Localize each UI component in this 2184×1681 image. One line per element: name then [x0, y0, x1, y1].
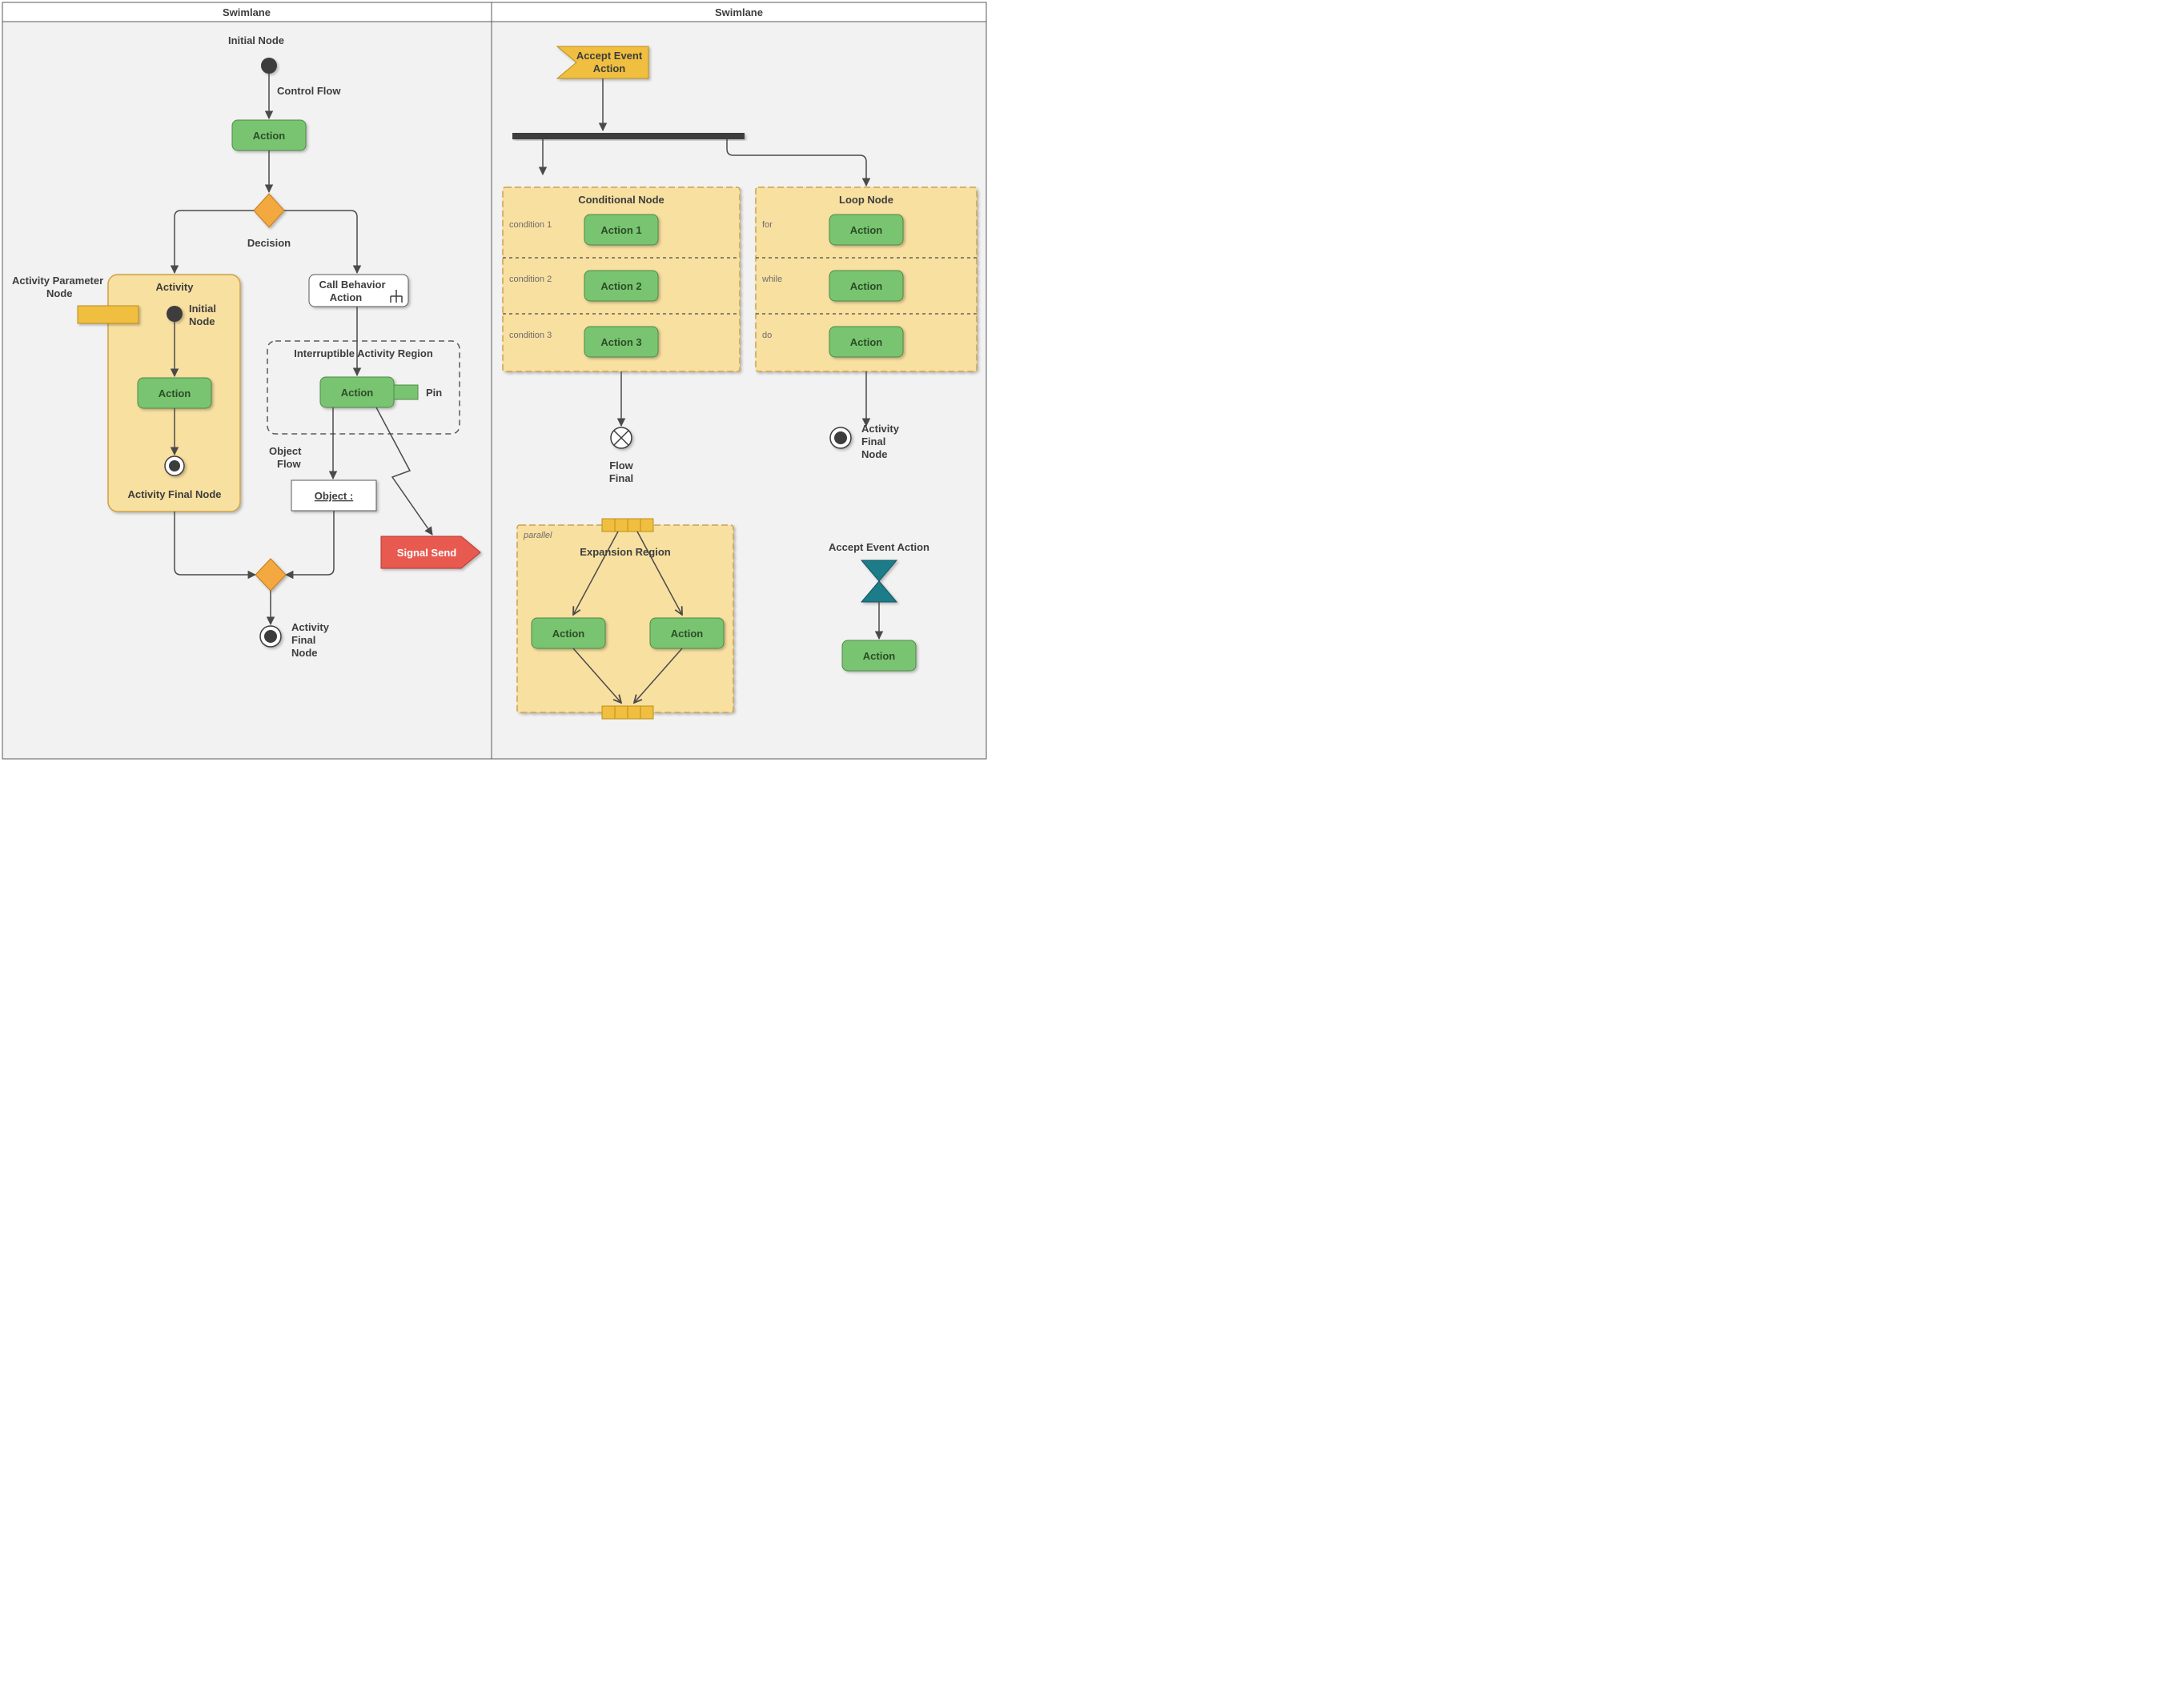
expansion-mode: parallel [523, 531, 552, 540]
activity-inner-action-text: Action [159, 387, 191, 399]
loop3-label: do [762, 331, 772, 340]
call-behavior-text1: Call Behavior [319, 279, 385, 291]
cond1-action-text: Action 1 [600, 224, 641, 236]
activity-param-label-1: Activity Parameter [12, 275, 103, 287]
activity-initial-label2: Node [189, 315, 215, 327]
object-flow-label1: Object [269, 445, 302, 457]
call-behavior-text2: Action [330, 291, 363, 303]
loop1-action-text: Action [850, 224, 883, 236]
action-top-text: Action [253, 130, 286, 142]
decision-label: Decision [247, 237, 291, 249]
flow-final-label1: Flow [609, 459, 633, 471]
object-node-text: Object : [315, 490, 353, 502]
call-behavior-action: Call Behavior Action [309, 275, 408, 307]
object-flow-label2: Flow [277, 458, 301, 470]
accept-time-action-text: Action [863, 650, 896, 662]
pin [394, 385, 418, 399]
cond2-label: condition 2 [509, 275, 552, 284]
activity-final-label2: Final [291, 634, 315, 646]
loop2-action-text: Action [850, 280, 883, 292]
activity-diagram: Swimlane Swimlane Initial Node Control F… [0, 0, 989, 761]
initial-node [261, 58, 277, 74]
accept-time-label: Accept Event Action [829, 541, 929, 553]
loop3-action-text: Action [850, 336, 883, 348]
activity-inner-final-label: Activity Final Node [127, 488, 221, 500]
control-flow-label: Control Flow [277, 85, 341, 97]
interruptible-region-label: Interruptible Activity Region [294, 347, 433, 359]
accept-event-text1: Accept Event [576, 50, 643, 62]
loop-node: Loop Node for Action while Action do Act… [756, 187, 977, 371]
cond2-action-text: Action 2 [600, 280, 641, 292]
activity-initial-node [167, 306, 183, 322]
activity-final-label3: Node [291, 647, 318, 659]
loop2-label: while [761, 275, 782, 284]
activity-final-r-label1: Activity [861, 423, 900, 435]
expansion-action-right-text: Action [671, 628, 704, 640]
activity-region-title: Activity [156, 281, 195, 293]
accept-event-text2: Action [593, 62, 626, 74]
activity-final-r-label2: Final [861, 435, 885, 447]
activity-final-label1: Activity [291, 621, 330, 633]
interruptible-action-text: Action [341, 387, 374, 399]
cond1-label: condition 1 [509, 220, 552, 230]
signal-send-text: Signal Send [397, 547, 456, 559]
loop-title: Loop Node [839, 194, 893, 206]
swimlane-right-title: Swimlane [715, 6, 763, 18]
expansion-title: Expansion Region [580, 546, 670, 558]
flow-final-node [611, 427, 632, 448]
activity-final-r-label3: Node [861, 448, 888, 460]
activity-inner-final [165, 456, 184, 475]
cond3-label: condition 3 [509, 331, 552, 340]
cond3-action-text: Action 3 [600, 336, 641, 348]
swimlane-left: Swimlane [2, 2, 492, 759]
fork-node [512, 133, 745, 139]
pin-label: Pin [426, 387, 442, 399]
expansion-action-left-text: Action [552, 628, 585, 640]
expansion-node-top [602, 519, 653, 532]
conditional-title: Conditional Node [578, 194, 664, 206]
conditional-node: Conditional Node condition 1 Action 1 co… [503, 187, 740, 371]
activity-final-right [830, 427, 851, 448]
swimlane-left-title: Swimlane [223, 6, 271, 18]
loop1-label: for [762, 220, 773, 230]
activity-param-label-2: Node [46, 287, 73, 299]
activity-initial-label1: Initial [189, 303, 216, 315]
expansion-node-bottom [602, 706, 653, 719]
activity-final-left [260, 626, 281, 647]
expansion-region: parallel Expansion Region Action Action [517, 519, 733, 719]
initial-node-label: Initial Node [228, 34, 284, 46]
activity-parameter-node [78, 306, 139, 323]
flow-final-label2: Final [609, 472, 633, 484]
